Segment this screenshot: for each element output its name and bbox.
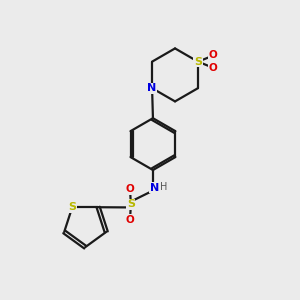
Text: H: H: [160, 182, 168, 192]
Text: O: O: [126, 184, 135, 194]
Text: N: N: [148, 83, 157, 93]
Text: S: S: [68, 202, 76, 212]
Text: O: O: [126, 215, 135, 225]
Text: O: O: [209, 63, 218, 73]
Text: S: S: [194, 57, 202, 67]
Text: O: O: [209, 50, 218, 60]
Text: S: S: [127, 200, 135, 209]
Text: N: N: [150, 183, 159, 193]
